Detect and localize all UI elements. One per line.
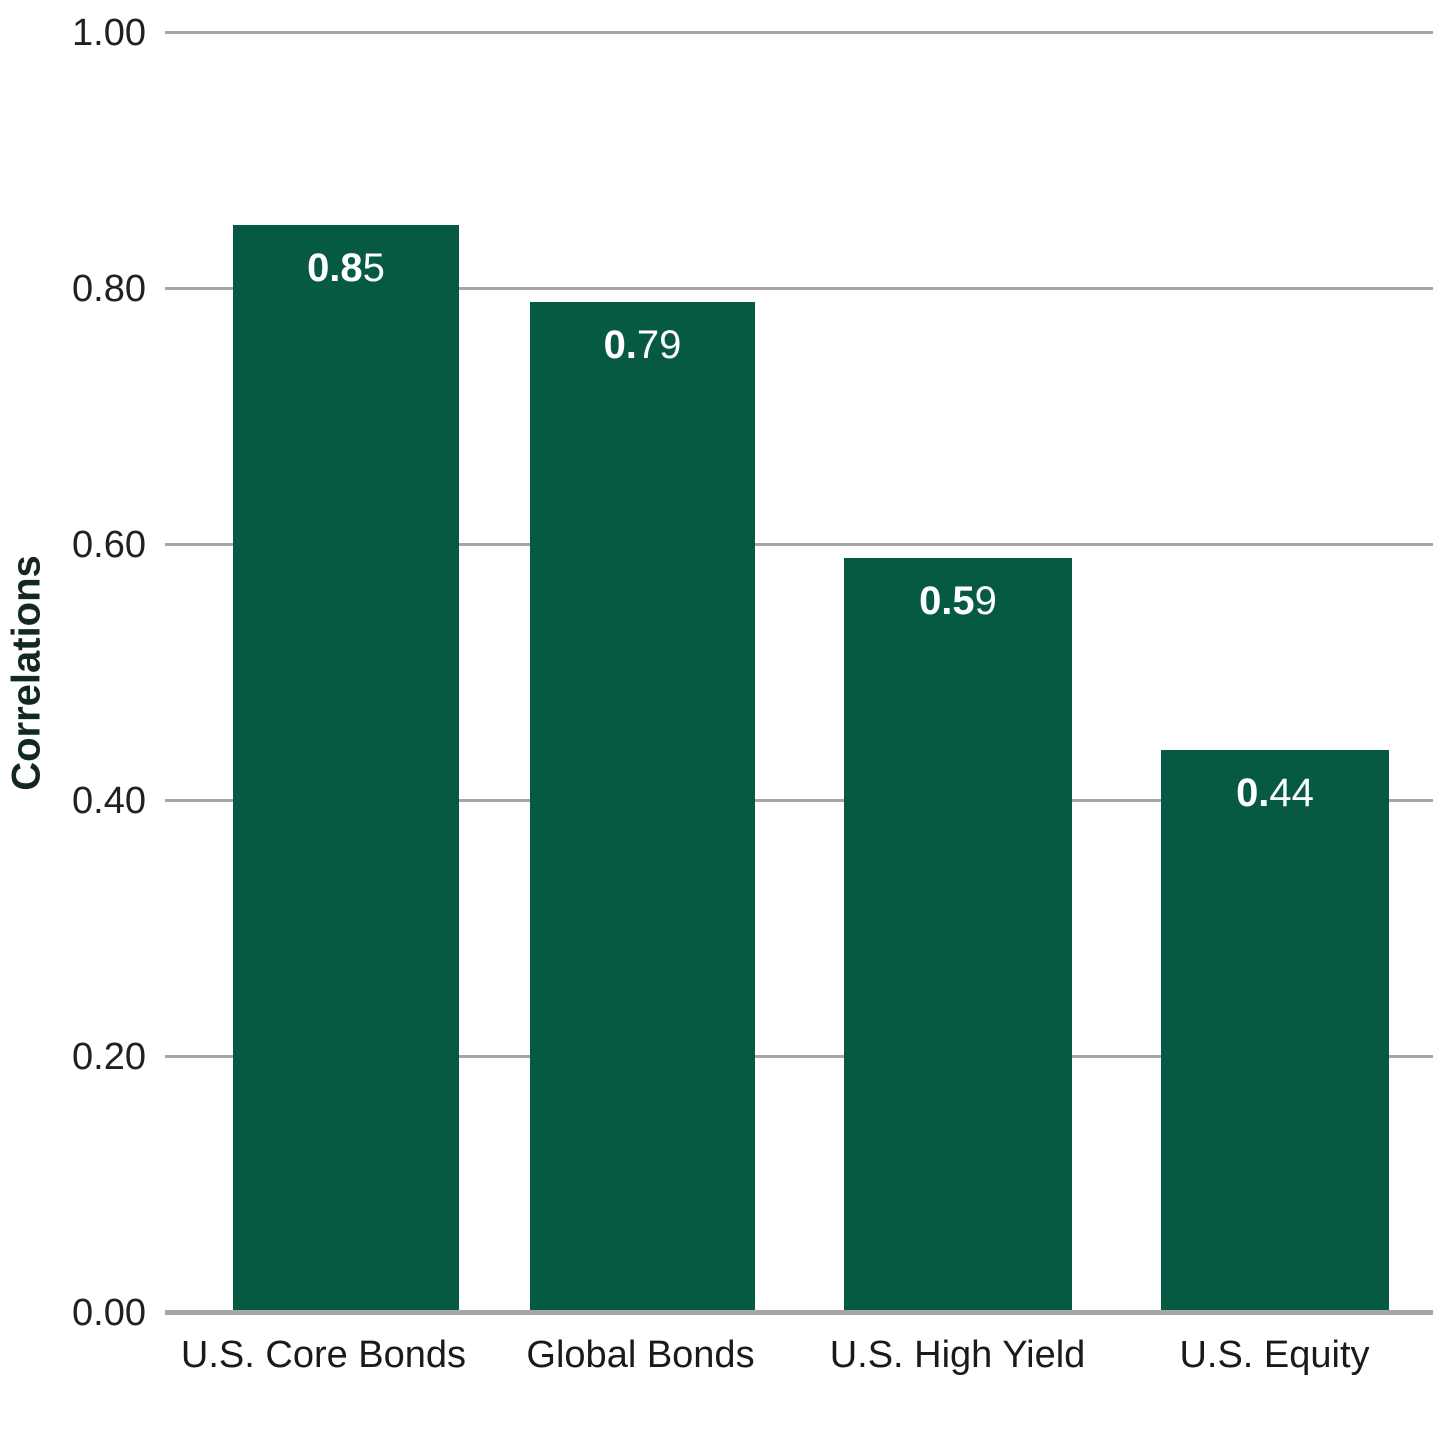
x-axis-label-u-s-high-yield: U.S. High Yield [829,1334,1086,1376]
bar-value-bold-part: 0.5 [919,578,975,623]
x-axis-label-u-s-core-bonds: U.S. Core Bonds [180,1334,467,1376]
y-axis-title: Correlations [4,555,49,791]
x-axis-label-global-bonds: Global Bonds [526,1334,755,1376]
gridline [165,287,1433,290]
x-axis-label-u-s-equity: U.S. Equity [1179,1334,1370,1376]
y-tick-label: 0.00 [72,1292,146,1334]
bar-value-bold-part: 0. [1236,770,1270,815]
bar-value-label: 0.85 [233,248,459,288]
x-axis-line [165,1310,1433,1315]
gridline [165,1055,1433,1058]
bar-value-regular-part: 79 [636,322,682,367]
bar-u-s-high-yield: 0.59 [844,557,1072,1313]
y-tick-label: 0.20 [72,1036,146,1078]
bar-value-bold-part: 0. [603,322,637,367]
bar-value-regular-part: 5 [362,246,385,290]
x-axis-labels: U.S. Core Bonds Global Bonds U.S. High Yie… [165,1334,1433,1378]
bar-value-regular-part: 9 [974,578,997,623]
plot-area: 1.00 0.80 0.60 0.40 0.20 0.00 0.85 0.79 0.59 0.44 [72,14,1433,1332]
gridline [165,31,1433,34]
bar-u-s-equity: 0.44 [1161,749,1389,1313]
bar-u-s-core-bonds: 0.85 [233,225,459,1313]
y-tick-label: 0.40 [72,780,146,822]
bar-value-label: 0.59 [844,581,1072,621]
y-tick-label: 0.80 [72,268,146,310]
bar-value-label: 0.79 [530,325,755,365]
gridline [165,543,1433,546]
y-tick-label: 0.60 [72,524,146,566]
gridline [165,799,1433,802]
bar-value-bold-part: 0.8 [307,246,363,290]
bar-value-label: 0.44 [1161,773,1389,813]
bar-value-regular-part: 44 [1269,770,1314,815]
y-tick-label: 1.00 [72,12,146,54]
bar-global-bonds: 0.79 [530,301,755,1313]
